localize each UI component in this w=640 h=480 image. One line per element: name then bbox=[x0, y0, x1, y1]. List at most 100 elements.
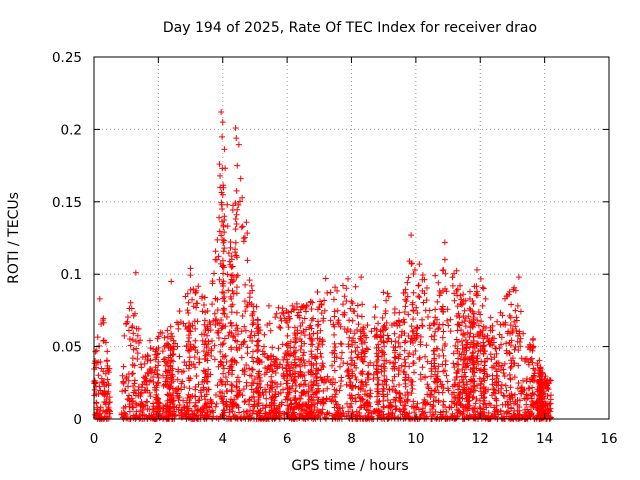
data-point bbox=[490, 339, 497, 346]
data-point bbox=[431, 332, 438, 339]
data-point bbox=[292, 387, 299, 394]
data-point bbox=[160, 382, 167, 389]
data-point bbox=[176, 308, 183, 315]
data-point bbox=[202, 309, 209, 316]
data-point bbox=[412, 347, 419, 354]
data-point bbox=[512, 323, 519, 330]
data-point bbox=[226, 409, 233, 416]
data-point bbox=[359, 355, 366, 362]
data-point bbox=[208, 352, 215, 359]
data-point bbox=[122, 387, 129, 394]
data-point bbox=[480, 323, 487, 330]
data-point bbox=[204, 399, 211, 406]
data-point bbox=[469, 406, 476, 413]
data-point bbox=[460, 297, 467, 304]
data-point bbox=[178, 386, 185, 393]
data-point bbox=[345, 343, 352, 350]
data-point bbox=[298, 389, 305, 396]
data-point bbox=[402, 392, 409, 399]
data-point bbox=[506, 288, 513, 295]
data-point bbox=[261, 350, 268, 357]
data-point bbox=[220, 365, 227, 372]
data-point bbox=[512, 343, 519, 350]
data-point bbox=[381, 351, 388, 358]
data-point bbox=[170, 397, 177, 404]
data-point bbox=[413, 304, 420, 311]
data-point bbox=[219, 324, 226, 331]
data-point bbox=[215, 253, 222, 260]
data-point bbox=[352, 374, 359, 381]
data-point bbox=[227, 396, 234, 403]
data-point bbox=[244, 230, 251, 237]
data-point bbox=[469, 394, 476, 401]
data-point bbox=[415, 282, 422, 289]
data-point bbox=[416, 356, 423, 363]
data-point bbox=[144, 406, 151, 413]
data-point bbox=[414, 332, 421, 339]
data-point bbox=[120, 363, 127, 370]
data-point bbox=[367, 393, 374, 400]
data-point bbox=[264, 322, 271, 329]
data-point bbox=[453, 374, 460, 381]
data-point bbox=[529, 384, 536, 391]
data-point bbox=[419, 316, 426, 323]
data-point bbox=[499, 312, 506, 319]
data-point bbox=[516, 328, 523, 335]
data-point bbox=[267, 362, 274, 369]
data-point bbox=[495, 378, 502, 385]
data-point bbox=[414, 400, 421, 407]
data-point bbox=[363, 345, 370, 352]
data-point bbox=[301, 362, 308, 369]
data-point bbox=[228, 371, 235, 378]
data-point bbox=[467, 324, 474, 331]
data-point bbox=[371, 325, 378, 332]
data-point bbox=[439, 308, 446, 315]
data-point bbox=[262, 410, 269, 417]
data-point bbox=[365, 401, 372, 408]
data-point bbox=[517, 335, 524, 342]
data-point bbox=[227, 293, 234, 300]
data-point bbox=[130, 346, 137, 353]
data-point bbox=[481, 409, 488, 416]
data-point bbox=[301, 372, 308, 379]
data-point bbox=[414, 324, 421, 331]
data-point bbox=[206, 403, 213, 410]
data-point bbox=[291, 330, 298, 337]
data-point bbox=[220, 295, 227, 302]
data-point bbox=[332, 391, 339, 398]
data-point bbox=[440, 368, 447, 375]
data-point bbox=[172, 340, 179, 347]
data-point bbox=[529, 374, 536, 381]
data-point bbox=[106, 399, 113, 406]
data-point bbox=[453, 336, 460, 343]
data-point bbox=[305, 399, 312, 406]
data-point bbox=[409, 378, 416, 385]
data-point bbox=[392, 338, 399, 345]
data-point bbox=[326, 410, 333, 417]
data-point bbox=[177, 409, 184, 416]
data-point bbox=[453, 267, 460, 274]
data-point bbox=[292, 334, 299, 341]
data-point bbox=[492, 390, 499, 397]
data-point bbox=[218, 232, 225, 239]
data-point bbox=[324, 373, 331, 380]
data-point bbox=[457, 356, 464, 363]
data-point bbox=[307, 322, 314, 329]
data-point bbox=[243, 219, 250, 226]
data-point bbox=[403, 298, 410, 305]
data-point bbox=[96, 407, 103, 414]
data-point bbox=[202, 368, 208, 375]
data-point bbox=[219, 191, 226, 198]
x-tick-label: 8 bbox=[347, 431, 356, 447]
data-point bbox=[431, 363, 438, 370]
data-point bbox=[396, 407, 403, 414]
data-point bbox=[525, 361, 532, 368]
data-point bbox=[316, 304, 323, 311]
data-point bbox=[395, 339, 402, 346]
data-point bbox=[359, 368, 366, 375]
data-point bbox=[401, 347, 408, 354]
data-point bbox=[255, 330, 262, 337]
data-point bbox=[301, 332, 308, 339]
data-point bbox=[284, 402, 291, 409]
